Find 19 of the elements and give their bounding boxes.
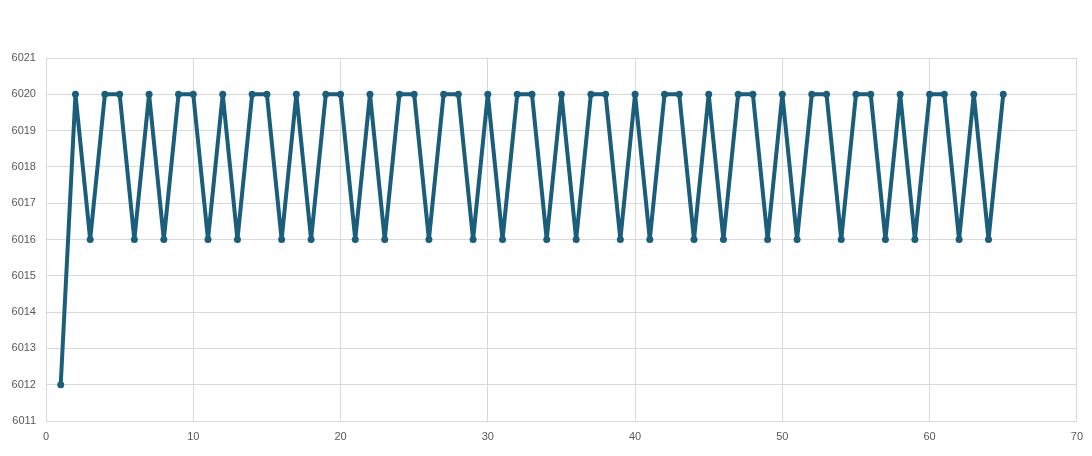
x-tick-label: 40 <box>628 429 642 442</box>
x-tick-label: 10 <box>187 429 200 442</box>
y-tick-label: 6020 <box>11 87 36 100</box>
y-tick-label: 6017 <box>11 196 36 209</box>
y-tick-label: 6012 <box>11 377 36 390</box>
x-tick-label: 0 <box>42 429 50 442</box>
y-tick-label: 6013 <box>11 341 36 354</box>
x-tick-label: 50 <box>776 429 789 442</box>
x-tick-label: 70 <box>1070 429 1084 442</box>
y-tick-label: 6021 <box>11 51 36 64</box>
x-tick-label: 30 <box>481 429 494 442</box>
y-tick-label: 6014 <box>11 305 36 318</box>
y-tick-label: 6015 <box>11 268 36 281</box>
x-tick-label: 60 <box>923 429 936 442</box>
y-tick-label: 6016 <box>11 232 36 245</box>
y-tick-label: 6019 <box>11 123 36 136</box>
y-tick-label: 6018 <box>11 159 36 172</box>
x-tick-label: 20 <box>334 429 347 442</box>
y-tick-label: 6011 <box>12 414 36 427</box>
